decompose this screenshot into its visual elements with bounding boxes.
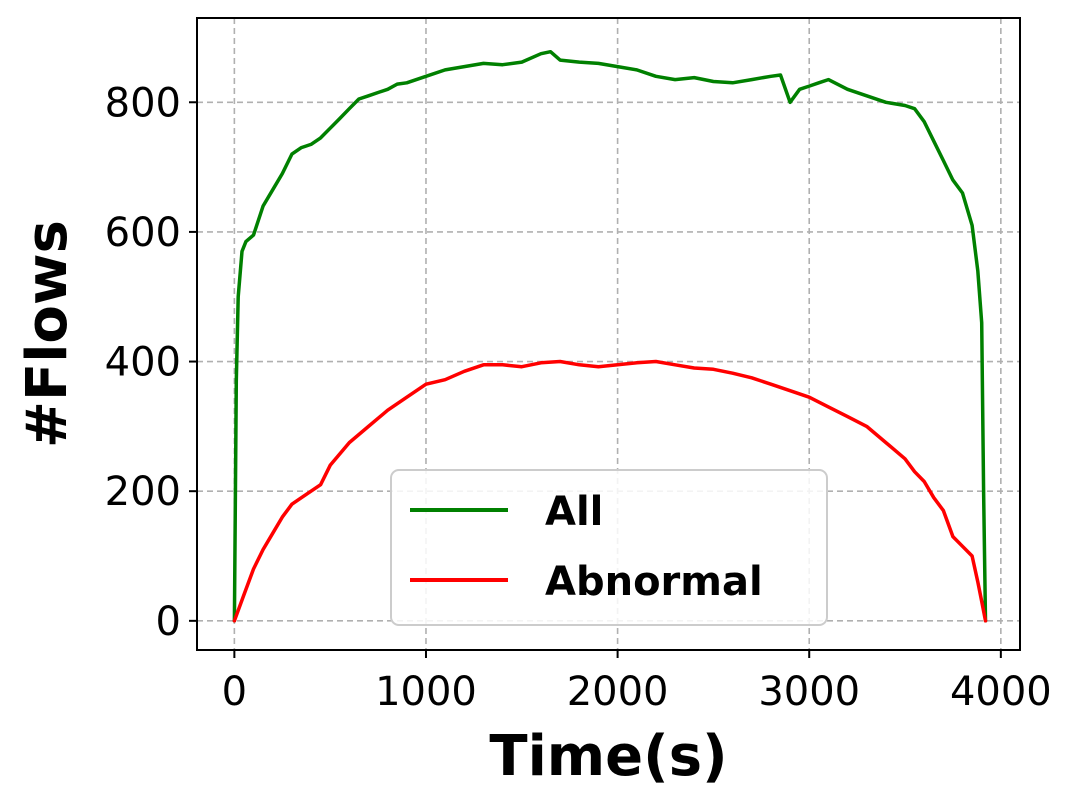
legend-label-all: All xyxy=(545,489,603,535)
x-tick-label: 2000 xyxy=(567,669,669,715)
legend: All Abnormal xyxy=(390,469,828,626)
y-axis-title: #Flows xyxy=(15,220,80,448)
y-tick-label: 0 xyxy=(156,599,181,645)
y-tick-label: 800 xyxy=(105,80,181,126)
x-axis-title: Time(s) xyxy=(489,724,727,789)
y-tick-label: 600 xyxy=(105,210,181,256)
y-tick-label: 200 xyxy=(105,469,181,515)
x-tick-label: 4000 xyxy=(950,669,1052,715)
series-line-all xyxy=(232,49,988,623)
x-axis-ticks: 0 1000 2000 3000 4000 xyxy=(222,650,1052,715)
y-tick-label: 400 xyxy=(105,340,181,386)
y-axis-ticks: 0 200 400 600 800 xyxy=(105,80,197,645)
plot-frame xyxy=(196,17,1021,651)
x-tick-label: 0 xyxy=(222,669,247,715)
series-layer xyxy=(232,49,988,623)
x-tick-label: 1000 xyxy=(375,669,477,715)
legend-label-abnormal: Abnormal xyxy=(545,559,763,605)
series-line-abnormal xyxy=(232,359,988,623)
x-tick-label: 3000 xyxy=(758,669,860,715)
